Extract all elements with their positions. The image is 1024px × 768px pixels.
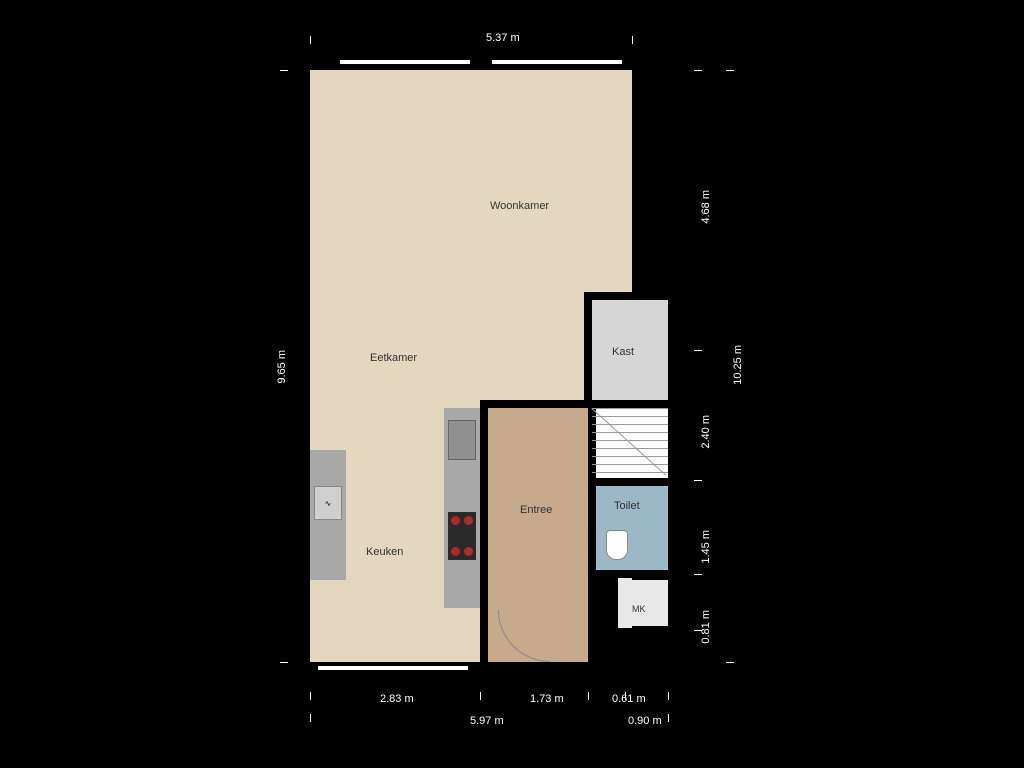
floorplan-canvas: ∿ Woonkamer Eetkamer Keuken Entree Kast … <box>0 0 1024 768</box>
oven-icon: ∿ <box>314 486 342 520</box>
label-kast: Kast <box>612 346 634 358</box>
label-keuken: Keuken <box>366 546 403 558</box>
wall-toilet-top <box>588 478 668 486</box>
dim-right3: 1.45 m <box>700 530 712 564</box>
tick <box>694 70 702 71</box>
label-toilet: Toilet <box>614 500 640 512</box>
wall-kast-left <box>584 292 592 404</box>
room-meterkast-inner <box>620 580 668 626</box>
tick <box>280 662 288 663</box>
wall-stairs-top <box>488 400 668 408</box>
tick <box>280 70 288 71</box>
label-woonkamer: Woonkamer <box>490 200 549 212</box>
label-eetkamer: Eetkamer <box>370 352 417 364</box>
tick <box>726 70 734 71</box>
label-entree: Entree <box>520 504 552 516</box>
hob-icon <box>448 512 476 560</box>
dim-right1: 4.68 m <box>700 190 712 224</box>
tick <box>588 692 589 700</box>
sink-icon <box>448 420 476 460</box>
dim-left: 9.65 m <box>276 350 288 384</box>
tick <box>668 714 669 722</box>
toilet-bowl-icon <box>606 530 628 560</box>
room-toilet <box>595 486 668 572</box>
dim-right2: 2.40 m <box>700 415 712 449</box>
tick <box>694 480 702 481</box>
tick <box>310 692 311 700</box>
label-mk: MK <box>632 604 646 614</box>
dim-bottom2: 1.73 m <box>530 693 564 705</box>
tick <box>668 692 669 700</box>
tick <box>694 630 702 631</box>
wall-kast-top <box>584 292 668 300</box>
stairs-icon <box>592 408 668 478</box>
tick <box>310 36 311 44</box>
dim-right-total: 10.25 m <box>732 345 744 385</box>
window-top-right <box>492 60 622 64</box>
tick <box>480 692 481 700</box>
window-top-left <box>340 60 470 64</box>
tick <box>694 574 702 575</box>
tick <box>310 714 311 722</box>
dim-bottom5: 0.90 m <box>628 715 662 727</box>
dim-bottom1: 2.83 m <box>380 693 414 705</box>
dim-right4: 0.81 m <box>700 610 712 644</box>
tick <box>726 662 734 663</box>
tick <box>694 350 702 351</box>
dim-bottom4: 5.97 m <box>470 715 504 727</box>
wall-toilet-bottom <box>588 570 668 578</box>
dim-top: 5.37 m <box>486 32 520 44</box>
window-bottom <box>318 666 468 670</box>
tick <box>632 36 633 44</box>
wall-entree-left <box>480 400 488 662</box>
dim-bottom3: 0.61 m <box>612 693 646 705</box>
tick <box>625 692 626 700</box>
